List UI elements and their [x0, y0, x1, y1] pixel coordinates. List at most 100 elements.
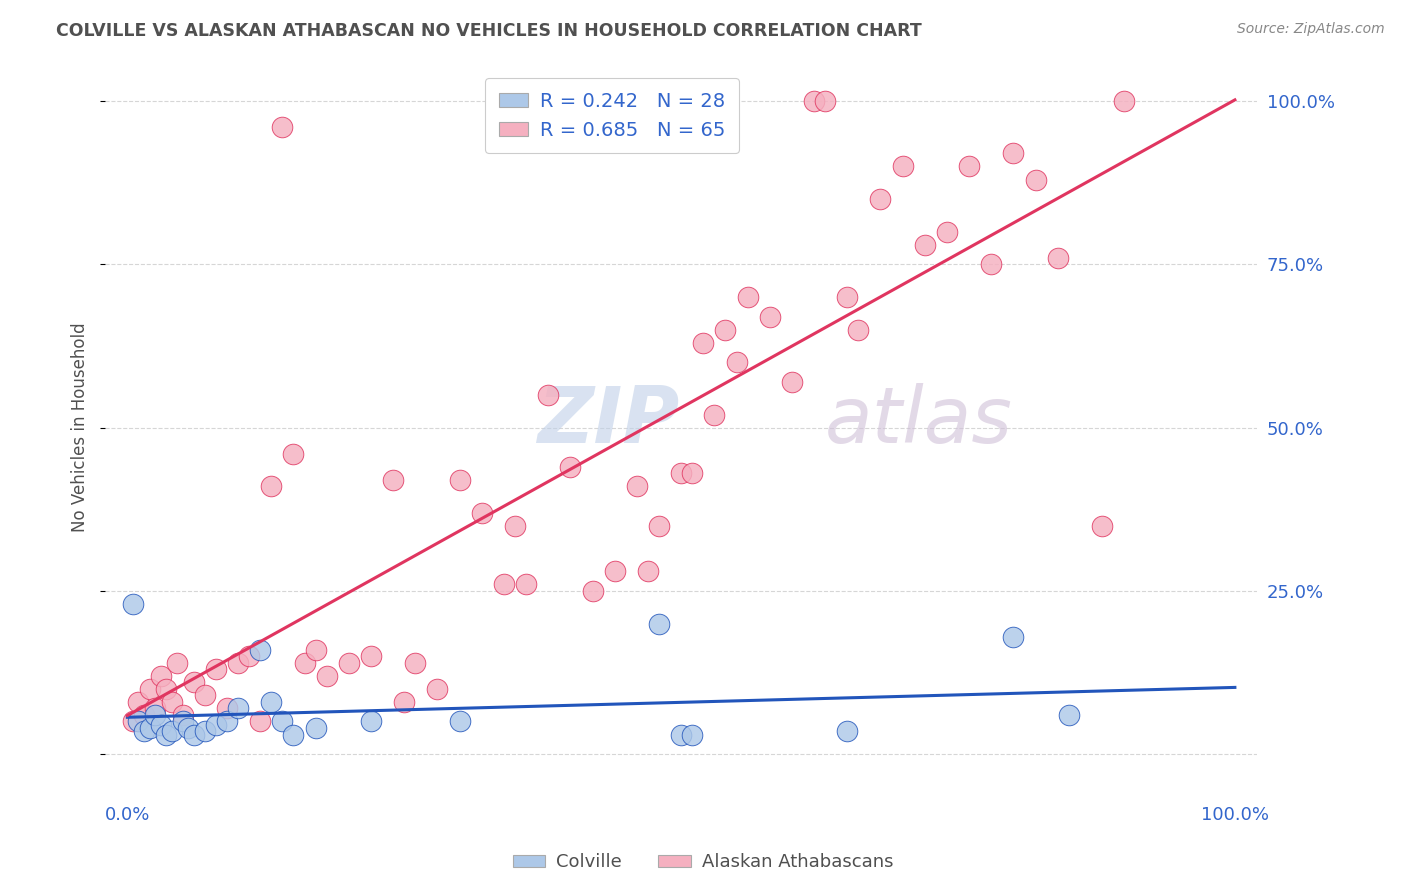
Point	[238, 649, 260, 664]
Point	[603, 564, 626, 578]
Text: ZIP: ZIP	[537, 383, 679, 459]
Point	[194, 724, 217, 739]
Point	[304, 642, 326, 657]
Point	[294, 656, 316, 670]
Point	[626, 479, 648, 493]
Point	[648, 616, 671, 631]
Point	[143, 701, 166, 715]
Point	[122, 597, 145, 611]
Point	[560, 459, 582, 474]
Point	[205, 662, 228, 676]
Point	[837, 724, 859, 739]
Point	[337, 656, 360, 670]
Point	[226, 701, 249, 715]
Point	[132, 724, 155, 739]
Point	[1025, 172, 1047, 186]
Point	[503, 518, 526, 533]
Point	[183, 675, 205, 690]
Point	[1114, 94, 1136, 108]
Point	[260, 695, 283, 709]
Point	[1046, 251, 1069, 265]
Point	[780, 375, 803, 389]
Point	[714, 323, 737, 337]
Point	[360, 714, 382, 729]
Point	[669, 727, 692, 741]
Point	[846, 323, 869, 337]
Point	[1057, 707, 1080, 722]
Point	[315, 669, 337, 683]
Point	[143, 707, 166, 722]
Point	[127, 714, 149, 729]
Point	[869, 192, 891, 206]
Point	[138, 721, 160, 735]
Point	[283, 727, 305, 741]
Point	[814, 94, 837, 108]
Text: Source: ZipAtlas.com: Source: ZipAtlas.com	[1237, 22, 1385, 37]
Point	[122, 714, 145, 729]
Legend: Colville, Alaskan Athabascans: Colville, Alaskan Athabascans	[506, 847, 900, 879]
Point	[183, 727, 205, 741]
Point	[891, 160, 914, 174]
Point	[127, 695, 149, 709]
Text: atlas: atlas	[825, 383, 1012, 459]
Point	[1091, 518, 1114, 533]
Point	[260, 479, 283, 493]
Point	[382, 473, 405, 487]
Point	[1002, 630, 1025, 644]
Point	[249, 642, 271, 657]
Point	[758, 310, 780, 324]
Point	[681, 727, 703, 741]
Point	[914, 237, 936, 252]
Point	[648, 518, 671, 533]
Point	[725, 355, 748, 369]
Point	[271, 714, 294, 729]
Point	[637, 564, 659, 578]
Point	[149, 669, 172, 683]
Point	[1002, 146, 1025, 161]
Y-axis label: No Vehicles in Household: No Vehicles in Household	[72, 323, 89, 533]
Point	[449, 473, 471, 487]
Point	[149, 717, 172, 731]
Point	[394, 695, 416, 709]
Point	[669, 467, 692, 481]
Point	[471, 506, 494, 520]
Point	[737, 290, 759, 304]
Point	[935, 225, 957, 239]
Point	[692, 335, 714, 350]
Point	[492, 577, 515, 591]
Legend: R = 0.242   N = 28, R = 0.685   N = 65: R = 0.242 N = 28, R = 0.685 N = 65	[485, 78, 738, 153]
Point	[980, 257, 1002, 271]
Point	[177, 721, 200, 735]
Point	[160, 695, 183, 709]
Point	[581, 583, 603, 598]
Point	[215, 701, 238, 715]
Point	[215, 714, 238, 729]
Point	[515, 577, 537, 591]
Point	[404, 656, 426, 670]
Point	[226, 656, 249, 670]
Text: 100.0%: 100.0%	[1201, 806, 1268, 824]
Point	[155, 681, 177, 696]
Point	[360, 649, 382, 664]
Point	[160, 724, 183, 739]
Point	[155, 727, 177, 741]
Point	[703, 408, 725, 422]
Point	[957, 160, 980, 174]
Point	[803, 94, 825, 108]
Point	[166, 656, 188, 670]
Point	[138, 681, 160, 696]
Point	[304, 721, 326, 735]
Point	[132, 707, 155, 722]
Point	[837, 290, 859, 304]
Point	[426, 681, 449, 696]
Point	[449, 714, 471, 729]
Point	[681, 467, 703, 481]
Text: COLVILLE VS ALASKAN ATHABASCAN NO VEHICLES IN HOUSEHOLD CORRELATION CHART: COLVILLE VS ALASKAN ATHABASCAN NO VEHICL…	[56, 22, 922, 40]
Point	[271, 120, 294, 135]
Text: 0.0%: 0.0%	[104, 806, 150, 824]
Point	[249, 714, 271, 729]
Point	[205, 717, 228, 731]
Point	[172, 707, 194, 722]
Point	[283, 447, 305, 461]
Point	[537, 388, 560, 402]
